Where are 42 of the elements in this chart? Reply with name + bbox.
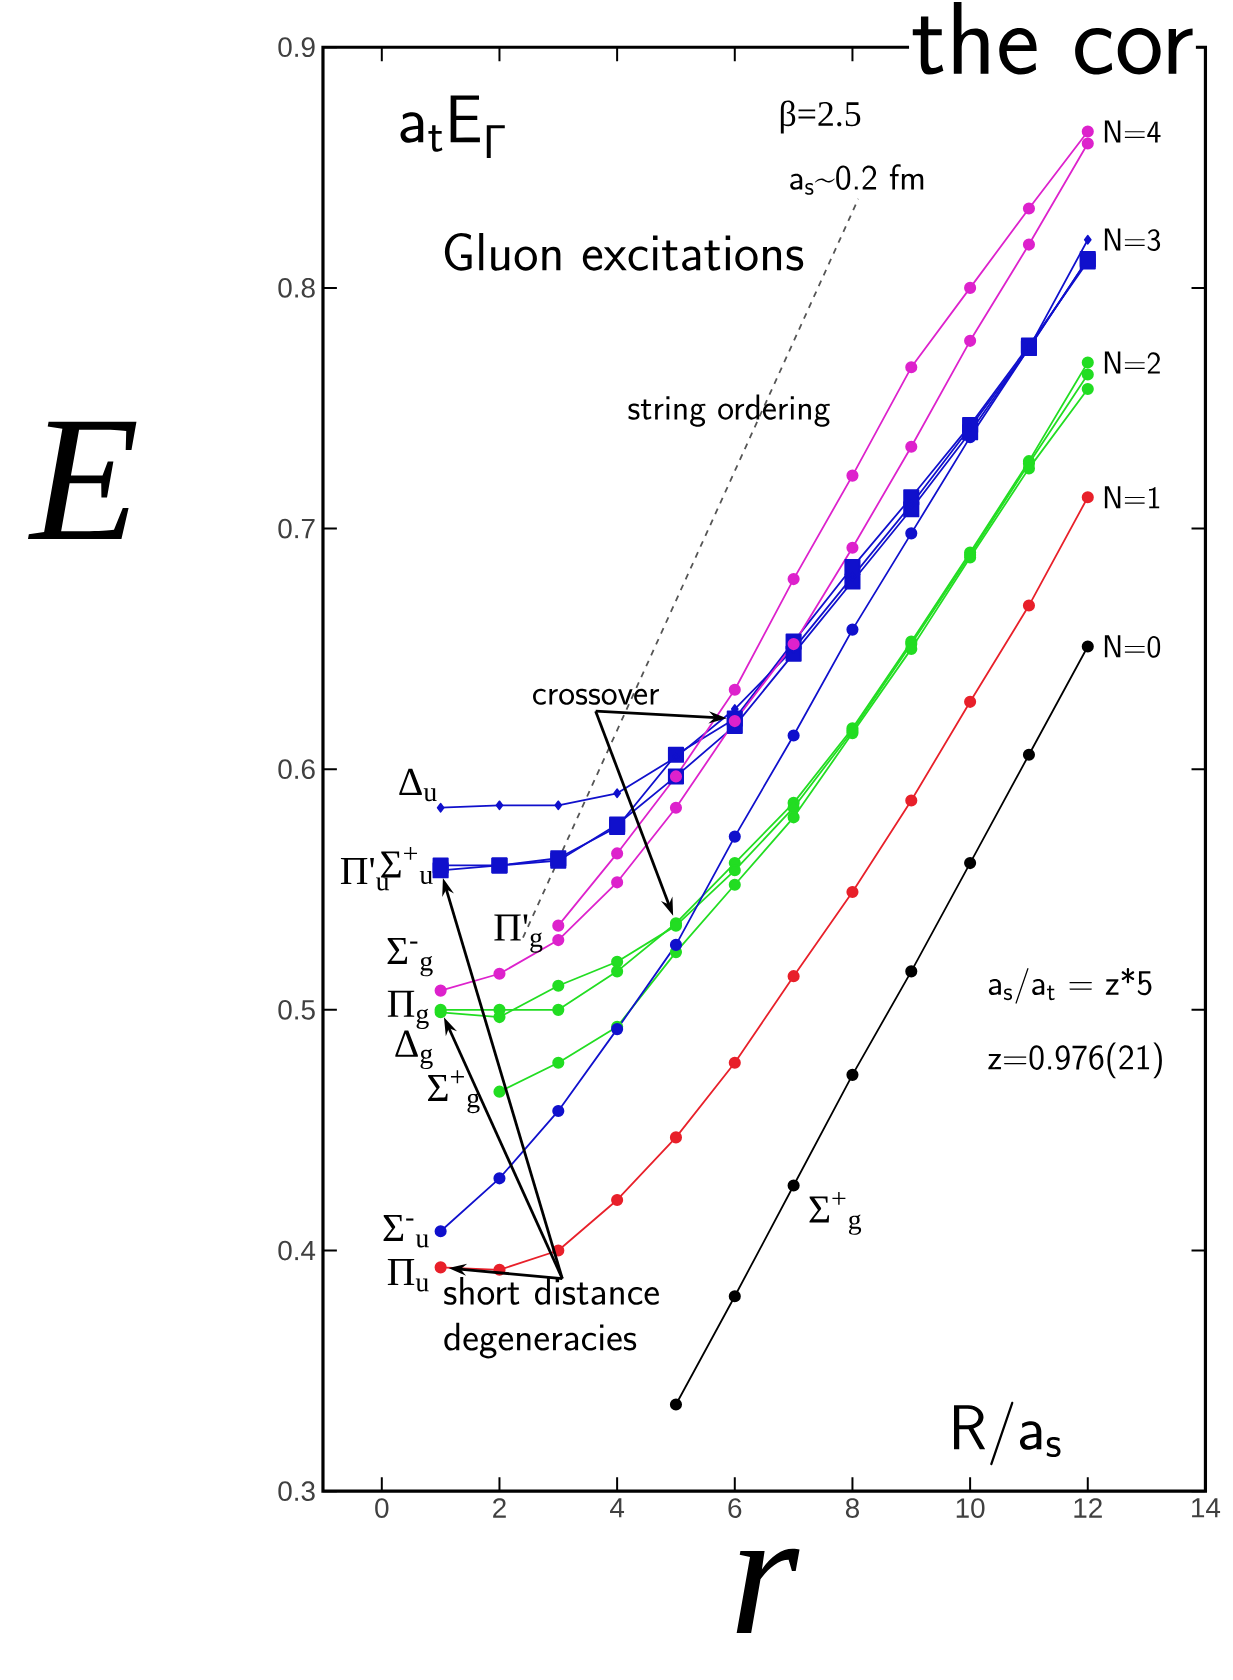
annotation: z=0.976(21) — [988, 1042, 1162, 1079]
y-tick-label: 0.4 — [278, 1240, 315, 1261]
annotation: N=0 — [1104, 635, 1160, 658]
annotation: the cor — [912, 1, 1193, 75]
annotation: Σ$^{+}$g — [427, 1070, 480, 1114]
annotation: Π$_{u}$ — [387, 1259, 429, 1292]
x-tick-label: 2 — [493, 1498, 506, 1518]
annotation: R/a$_{s}$ — [953, 1401, 1061, 1466]
annotation: Δ$_{g}$ — [395, 1030, 433, 1069]
y-axis-title: E — [27, 421, 137, 539]
x-tick-label: 14 — [1191, 1498, 1220, 1518]
annotation: a$_{s}$/a$_{t}$ = z*5 — [988, 967, 1152, 1004]
annotation: Σ$^{+}$g — [809, 1191, 861, 1235]
annotation: N=4 — [1104, 120, 1161, 143]
y-tick-label: 0.9 — [278, 37, 315, 58]
x-tick-label: 4 — [609, 1498, 624, 1518]
x-tick-label: 10 — [956, 1498, 985, 1518]
annotation: Σ$^{-}$u — [383, 1215, 429, 1248]
x-tick-label: 6 — [728, 1498, 742, 1518]
annotation: string ordering — [628, 394, 830, 427]
annotation: Gluon excitations — [444, 232, 804, 271]
annotation: N=2 — [1104, 351, 1160, 374]
annotation: Π'$_{g}$ — [494, 914, 543, 953]
y-tick-label: 0.7 — [278, 518, 315, 539]
x-tick-label: 0 — [375, 1498, 389, 1518]
annotation: crossover — [532, 688, 659, 705]
annotation: Σ$^{-}$g — [387, 938, 433, 977]
annotation: a$_{t}$E$_{Γ}$ — [400, 95, 505, 158]
annotation: N=3 — [1104, 228, 1160, 252]
x-axis-title: r — [736, 1548, 800, 1634]
annotation: β=2.5 — [780, 100, 861, 134]
y-tick-label: 0.6 — [278, 759, 315, 780]
x-tick-label: 8 — [845, 1498, 859, 1518]
y-tick-label: 0.3 — [278, 1481, 315, 1502]
annotation: short distance degeneracies — [443, 1276, 659, 1359]
annotation: a$_{s}$~0.2 fm — [790, 164, 924, 195]
annotation: Π$_{g}$ — [387, 990, 429, 1029]
annotation: Δ$_{u}$ — [399, 768, 437, 802]
y-tick-label: 0.5 — [278, 999, 315, 1020]
x-tick-label: 12 — [1074, 1498, 1102, 1518]
y-tick-label: 0.8 — [278, 278, 315, 298]
annotation: N=1 — [1104, 486, 1160, 509]
